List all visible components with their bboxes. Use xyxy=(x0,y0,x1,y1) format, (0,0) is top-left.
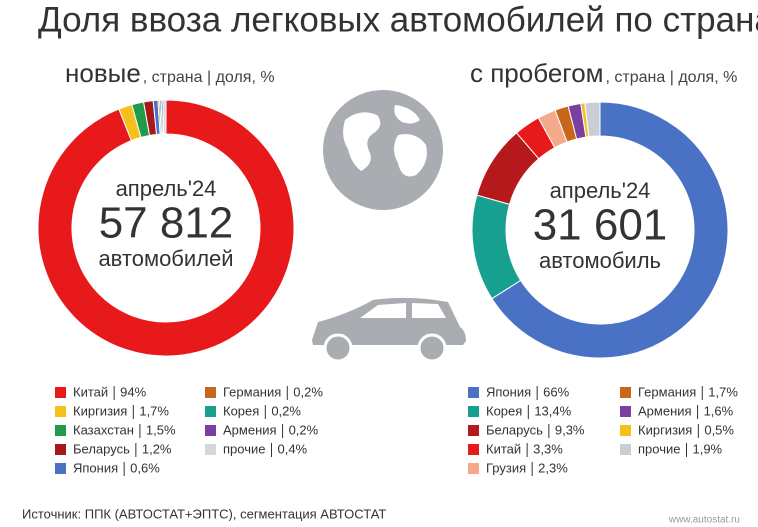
legend-label: Германия xyxy=(638,384,696,399)
donut-slice xyxy=(584,101,601,138)
legend-value: 2,3% xyxy=(538,460,568,475)
center-text: апрель'24 xyxy=(550,178,651,203)
legend-swatch xyxy=(55,406,66,417)
legend-swatch xyxy=(55,444,66,455)
legend-value: 1,5% xyxy=(146,422,176,437)
legend-label: Китай xyxy=(73,384,108,399)
legend-value: 66% xyxy=(543,384,569,399)
center-text: автомобиль xyxy=(539,248,661,273)
legend-value: 13,4% xyxy=(534,403,571,418)
legend-swatch xyxy=(205,406,216,417)
legend-label: Беларусь xyxy=(73,441,130,456)
legend-value: 1,7% xyxy=(708,384,738,399)
legend-value: 0,5% xyxy=(704,422,734,437)
legend-label: Беларусь xyxy=(486,422,543,437)
donut-slice xyxy=(162,99,167,135)
legend-swatch xyxy=(205,425,216,436)
legend-value: 1,2% xyxy=(142,441,172,456)
legend-label: Япония xyxy=(73,460,118,475)
legend-value: 3,3% xyxy=(533,441,563,456)
legend-value: 94% xyxy=(120,384,146,399)
legend-value: 9,3% xyxy=(555,422,585,437)
legend-label: Казахстан xyxy=(73,422,134,437)
legend-label: Армения xyxy=(223,422,277,437)
legend-label: Корея xyxy=(486,403,522,418)
donut-slice xyxy=(491,101,729,359)
legend-label: Армения xyxy=(638,403,692,418)
legend-swatch xyxy=(620,387,631,398)
legend-value: 0,2% xyxy=(289,422,319,437)
source: Источник: ППК (АВТОСТАТ+ЭПТС), сегментац… xyxy=(22,506,386,521)
chart-title: новые xyxy=(65,58,141,88)
page-title: Доля ввоза легковых автомобилей по стран… xyxy=(38,0,758,39)
legend-value: 1,6% xyxy=(704,403,734,418)
legend-swatch xyxy=(620,444,631,455)
car-icon xyxy=(312,297,466,363)
legend-swatch xyxy=(468,425,479,436)
chart-title: с пробегом xyxy=(470,58,604,88)
center-text: 57 812 xyxy=(99,199,234,248)
legend-label: Киргизия xyxy=(638,422,692,437)
legend-label: Киргизия xyxy=(73,403,127,418)
legend-label: Германия xyxy=(223,384,281,399)
legend-swatch xyxy=(205,387,216,398)
legend-swatch xyxy=(55,425,66,436)
chart-subtitle: , страна | доля, % xyxy=(143,69,275,86)
legend-value: 0,4% xyxy=(277,441,307,456)
legend-value: 0,2% xyxy=(271,403,301,418)
chart-subtitle: , страна | доля, % xyxy=(606,69,738,86)
legend-value: 1,7% xyxy=(139,403,169,418)
center-text: автомобилей xyxy=(98,246,233,271)
legend-swatch xyxy=(468,387,479,398)
site: www.autostat.ru xyxy=(668,515,740,526)
donut-slice xyxy=(471,194,522,300)
legend-swatch xyxy=(620,406,631,417)
legend-label: Корея xyxy=(223,403,259,418)
legend-label: Грузия xyxy=(486,460,526,475)
legend-value: 0,2% xyxy=(293,384,323,399)
legend-swatch xyxy=(55,387,66,398)
legend-label: Китай xyxy=(486,441,521,456)
donut-slice xyxy=(37,99,295,357)
legend-label: прочие xyxy=(223,441,265,456)
legend-swatch xyxy=(468,444,479,455)
legend-swatch xyxy=(205,444,216,455)
legend-swatch xyxy=(468,463,479,474)
legend-label: Япония xyxy=(486,384,531,399)
legend-label: прочие xyxy=(638,441,680,456)
center-text: 31 601 xyxy=(533,201,668,250)
legend-value: 0,6% xyxy=(130,460,160,475)
legend-swatch xyxy=(468,406,479,417)
legend-swatch xyxy=(620,425,631,436)
legend-value: 1,9% xyxy=(692,441,722,456)
legend-swatch xyxy=(55,463,66,474)
globe-icon xyxy=(323,90,443,210)
center-text: апрель'24 xyxy=(116,176,217,201)
